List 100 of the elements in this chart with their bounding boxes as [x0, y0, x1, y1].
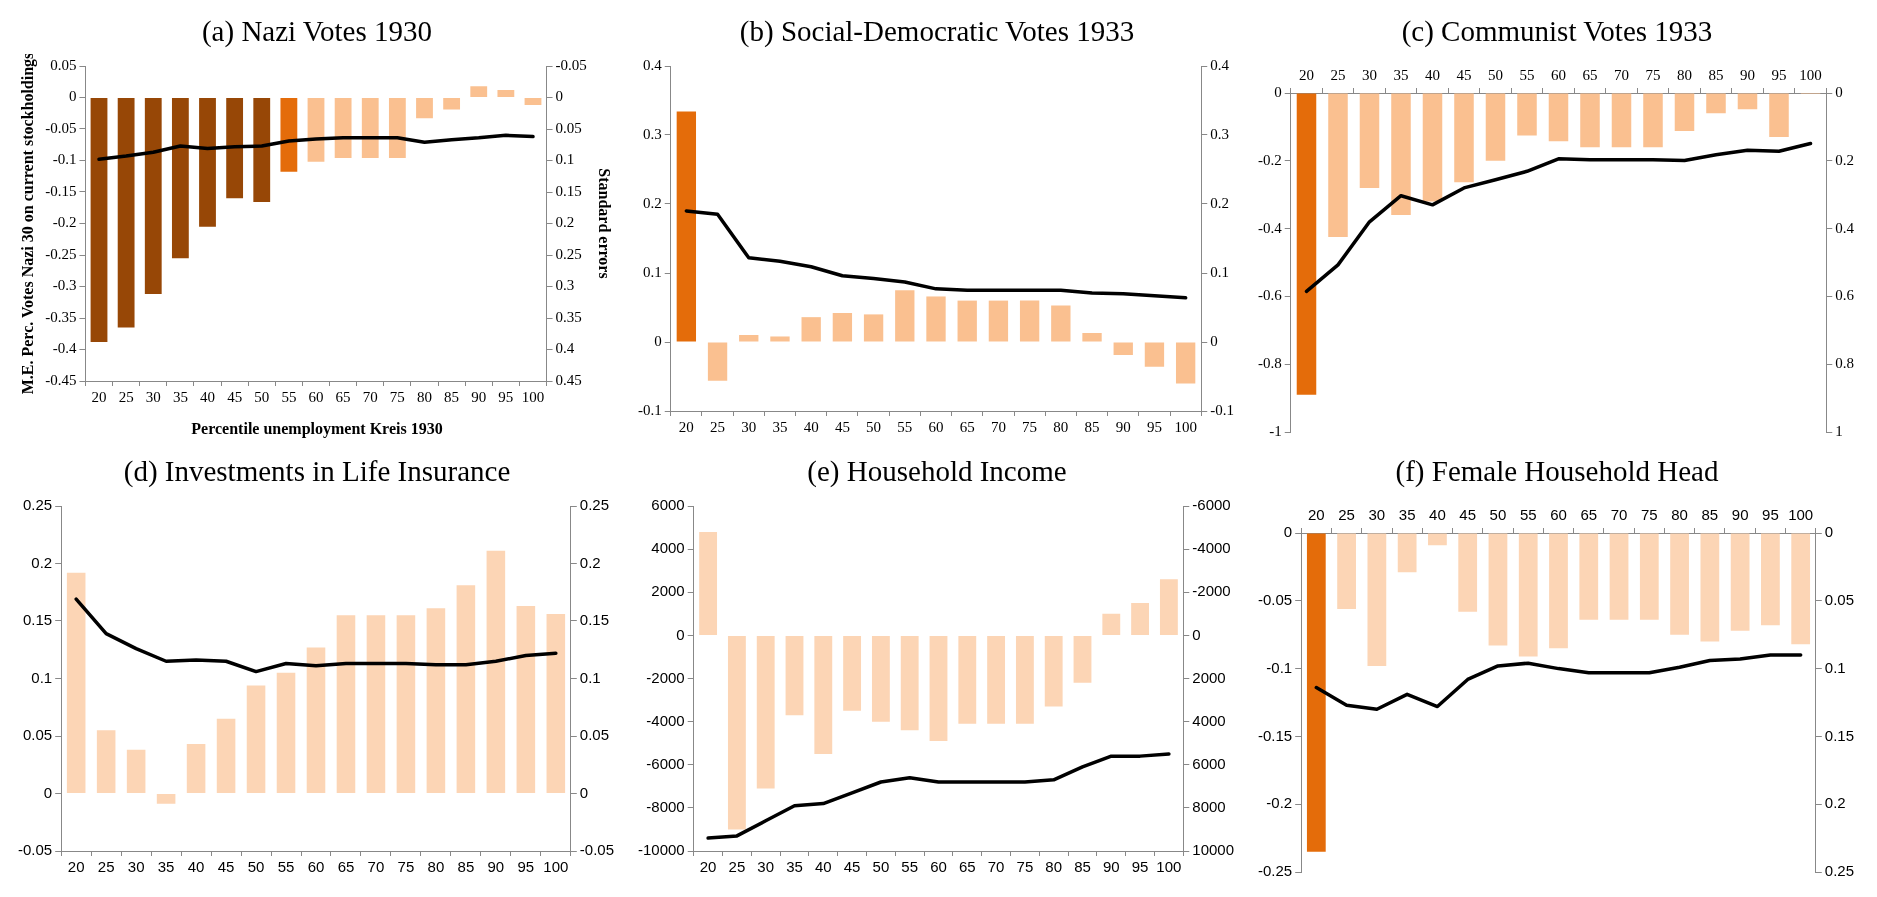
bar	[306, 647, 326, 793]
x-tick-label: 95	[1771, 66, 1787, 83]
bar	[958, 635, 977, 724]
x-tick-label: 20	[1299, 66, 1314, 83]
x-tick-label: 45	[834, 418, 850, 435]
x-tick-label: 100	[521, 388, 545, 405]
x-tick-label: 25	[1338, 506, 1355, 524]
y-tick-label: -6000	[646, 754, 685, 772]
bar	[727, 635, 746, 830]
y2-tick-label: 0.3	[555, 277, 575, 294]
bar	[676, 111, 697, 342]
y-tick-label: -0.1	[1266, 658, 1293, 676]
x-tick-label: 60	[308, 388, 324, 405]
x-tick-label: 60	[1550, 506, 1567, 524]
bar	[1159, 579, 1178, 635]
x-tick-label: 70	[367, 858, 385, 876]
x-tick-label: 45	[227, 388, 243, 405]
bar	[497, 89, 515, 97]
y2-tick-label: 0.2	[1210, 194, 1229, 211]
x-tick-label: 35	[1398, 506, 1416, 524]
y2-tick-label: 0.8	[1835, 355, 1854, 372]
bar	[126, 749, 146, 793]
x-tick-label: 85	[1708, 66, 1724, 83]
x-tick-label: 40	[187, 858, 205, 876]
x-tick-label: 95	[1131, 858, 1149, 876]
x-tick-label: 25	[710, 418, 726, 435]
x-tick-label: 30	[741, 418, 757, 435]
y2-tick-label: 0.2	[1824, 794, 1846, 812]
x-tick-label: 20	[67, 858, 85, 876]
y-tick-label: -0.25	[1257, 862, 1293, 880]
bar	[524, 98, 542, 106]
bar	[1144, 342, 1165, 367]
y2-tick-label: 8000	[1192, 798, 1226, 816]
bar	[280, 98, 298, 172]
x-tick-label: 80	[1053, 418, 1069, 435]
y-tick-label: -0.15	[45, 182, 77, 199]
bar	[186, 744, 206, 793]
chart-title: (c) Communist Votes 1933	[1401, 14, 1713, 49]
bar	[926, 296, 946, 342]
x-tick-label: 75	[1022, 418, 1038, 435]
y-tick-label: -0.8	[1258, 355, 1282, 372]
y2-tick-label: 0.45	[555, 371, 582, 388]
x-tick-label: 95	[1146, 418, 1162, 435]
bar	[426, 608, 446, 793]
x-tick-label: 30	[145, 388, 161, 405]
x-tick-label: 45	[1459, 506, 1477, 524]
y2-tick-label: 2000	[1192, 668, 1226, 686]
bar	[871, 635, 890, 722]
y2-tick-label: -2000	[1192, 582, 1231, 600]
chart-title: (a) Nazi Votes 1930	[201, 14, 433, 49]
y2-tick-label: 6000	[1192, 754, 1226, 772]
bar	[1131, 603, 1150, 635]
x-tick-label: 85	[1701, 506, 1719, 524]
x-tick-label: 55	[897, 418, 913, 435]
y2-tick-label: 0.1	[1824, 658, 1846, 676]
x-tick-label: 25	[728, 858, 746, 876]
bar	[276, 672, 296, 793]
y-tick-label: -4000	[646, 711, 685, 729]
bar	[366, 615, 386, 793]
x-tick-label: 100	[1799, 66, 1822, 83]
chart-title: (f) Female Household Head	[1395, 454, 1719, 489]
bar	[396, 615, 416, 793]
bar	[307, 98, 325, 162]
y-tick-label: -0.2	[52, 214, 77, 231]
bar	[66, 572, 86, 793]
x-tick-label: 60	[930, 858, 947, 876]
y2-tick-label: 0.05	[555, 119, 582, 136]
x-tick-label: 75	[389, 388, 405, 405]
y2-tick-label: 0.4	[1210, 56, 1230, 73]
y2-tick-label: 0.15	[1824, 726, 1855, 744]
x-tick-label: 80	[1677, 66, 1692, 83]
bar	[336, 615, 356, 793]
x-tick-label: 100	[543, 858, 569, 876]
x-tick-label: 55	[277, 858, 295, 876]
y-tick-label: -0.25	[45, 245, 77, 262]
y-tick-label: 0.25	[22, 496, 53, 514]
y-tick-label: 0.1	[31, 668, 53, 686]
x-tick-label: 50	[1489, 506, 1507, 524]
x-tick-label: 45	[843, 858, 861, 876]
bar	[171, 98, 189, 259]
x-tick-label: 20	[678, 418, 694, 435]
bar	[456, 585, 476, 793]
x-tick-label: 20	[91, 388, 107, 405]
bar	[1082, 333, 1102, 342]
chart-title: (d) Investments in Life Insurance	[123, 454, 511, 489]
y-tick-label: 0.05	[50, 56, 77, 73]
x-tick-label: 65	[337, 858, 355, 876]
bar	[1113, 342, 1133, 356]
bar	[416, 98, 433, 119]
y2-tick-label: 1	[1835, 422, 1843, 439]
x-tick-label: 100	[1156, 858, 1182, 876]
x-tick-label: 40	[1425, 66, 1440, 83]
bar	[156, 794, 176, 804]
y-tick-label: 0	[43, 783, 53, 801]
y-tick-label: -0.1	[52, 151, 77, 168]
y-tick-label: 0.15	[22, 611, 53, 629]
y2-tick-label: 0.4	[1835, 219, 1855, 236]
y-tick-label: 6000	[651, 496, 685, 514]
x-tick-label: 70	[990, 418, 1006, 435]
x-tick-label: 90	[1115, 418, 1131, 435]
